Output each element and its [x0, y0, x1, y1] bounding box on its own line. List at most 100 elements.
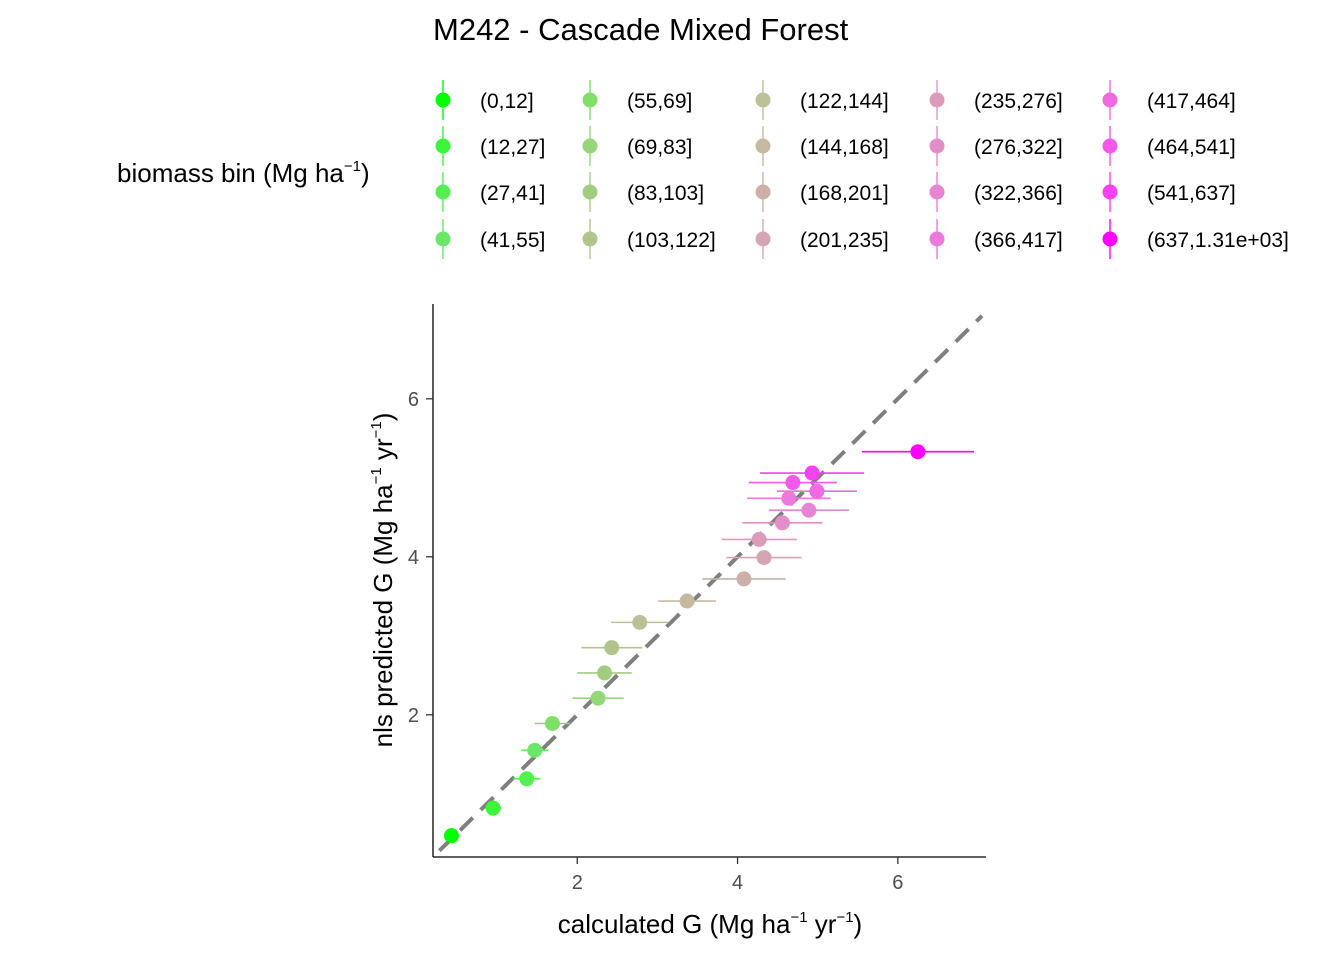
legend-key-marker: [755, 184, 771, 200]
legend-label: (464,541]: [1147, 136, 1236, 159]
legend-key-marker: [755, 138, 771, 154]
point-marker: [485, 800, 501, 816]
legend-item: (55,69]: [582, 80, 692, 120]
x-tick-label: 6: [892, 872, 903, 894]
legend-item: (168,201]: [755, 172, 889, 212]
legend-key-marker: [435, 184, 451, 200]
point-marker: [804, 465, 820, 481]
point-marker: [590, 690, 606, 706]
legend-key-marker: [435, 138, 451, 154]
data-point: [768, 502, 849, 518]
point-marker: [785, 475, 801, 491]
legend-item: (464,541]: [1102, 126, 1236, 166]
legend-label: (276,322]: [974, 136, 1063, 159]
legend-item: (103,122]: [582, 219, 716, 259]
data-point: [658, 593, 716, 609]
legend-key-marker: [1102, 231, 1118, 247]
point-marker: [736, 571, 752, 587]
legend-item: (637,1.31e+03]: [1102, 219, 1289, 259]
data-point: [513, 771, 541, 787]
x-axis-title: calculated G (Mg ha−1 yr−1): [558, 909, 862, 939]
legend-item: (201,235]: [755, 219, 889, 259]
legend-key-marker: [582, 138, 598, 154]
legend-item: (83,103]: [582, 172, 704, 212]
y-tick-label: 2: [408, 705, 419, 727]
legend-item: (417,464]: [1102, 80, 1236, 120]
data-point: [485, 800, 502, 816]
legend-item: (235,276]: [929, 80, 1063, 120]
legend-item: (541,637]: [1102, 172, 1236, 212]
legend-label: (235,276]: [974, 90, 1063, 113]
x-tick-label: 2: [572, 872, 583, 894]
point-marker: [809, 483, 825, 499]
point-marker: [443, 828, 459, 844]
data-point: [521, 742, 549, 758]
plot-area: 2 4 6 2 4 6: [408, 304, 986, 894]
chart-title: M242 - Cascade Mixed Forest: [433, 12, 849, 47]
legend-key-marker: [1102, 92, 1118, 108]
data-point: [572, 690, 624, 706]
legend-label: (541,637]: [1147, 182, 1236, 205]
data-point: [610, 614, 669, 630]
point-marker: [597, 665, 613, 681]
legend-key-marker: [582, 184, 598, 200]
data-point: [577, 665, 632, 681]
legend-label: (366,417]: [974, 229, 1063, 252]
legend-label: (55,69]: [627, 90, 692, 113]
legend: (0,12] (12,27] (27,41] (41,55] (55,69] (69,83…: [435, 80, 1289, 259]
identity-line: [438, 314, 984, 853]
legend-key-marker: [929, 92, 945, 108]
legend-key-marker: [929, 184, 945, 200]
y-tick-label: 4: [408, 547, 419, 569]
point-marker: [544, 715, 560, 731]
legend-key-marker: [582, 231, 598, 247]
point-marker: [604, 640, 620, 656]
legend-key-marker: [582, 92, 598, 108]
legend-item: (322,366]: [929, 172, 1063, 212]
legend-item: (366,417]: [929, 219, 1063, 259]
legend-label: (417,464]: [1147, 90, 1236, 113]
point-marker: [781, 490, 797, 506]
legend-label: (27,41]: [480, 182, 545, 205]
data-point: [861, 444, 974, 460]
data-point: [581, 640, 643, 656]
legend-item: (122,144]: [755, 80, 889, 120]
point-marker: [801, 502, 817, 518]
reference-line: [438, 314, 984, 853]
axis-ticks: 2 4 6 2 4 6: [408, 389, 904, 894]
data-point: [534, 715, 571, 731]
legend-item: (0,12]: [435, 80, 534, 120]
point-marker: [774, 515, 790, 531]
legend-label: (0,12]: [480, 90, 534, 113]
legend-label: (12,27]: [480, 136, 545, 159]
point-marker: [527, 742, 543, 758]
legend-label: (41,55]: [480, 229, 545, 252]
legend-label: (168,201]: [800, 182, 889, 205]
legend-item: (12,27]: [435, 126, 545, 166]
data-point: [702, 571, 786, 587]
data-point: [742, 515, 823, 531]
legend-key-marker: [755, 231, 771, 247]
legend-key-marker: [435, 231, 451, 247]
legend-label: (69,83]: [627, 136, 692, 159]
legend-item: (69,83]: [582, 126, 692, 166]
legend-key-marker: [929, 231, 945, 247]
point-marker: [632, 614, 648, 630]
legend-key-marker: [755, 92, 771, 108]
legend-label: (144,168]: [800, 136, 889, 159]
data-point: [443, 828, 459, 844]
legend-title: biomass bin (Mg ha−1): [117, 158, 370, 188]
x-tick-label: 4: [732, 872, 743, 894]
legend-item: (27,41]: [435, 172, 545, 212]
point-marker: [910, 444, 926, 460]
legend-key-marker: [1102, 184, 1118, 200]
y-axis-title: nls predicted G (Mg ha−1 yr−1): [368, 413, 398, 748]
legend-label: (83,103]: [627, 182, 704, 205]
legend-item: (276,322]: [929, 126, 1063, 166]
legend-label: (103,122]: [627, 229, 716, 252]
legend-item: (144,168]: [755, 126, 889, 166]
legend-item: (41,55]: [435, 219, 545, 259]
data-point: [748, 475, 837, 491]
point-marker: [519, 771, 535, 787]
